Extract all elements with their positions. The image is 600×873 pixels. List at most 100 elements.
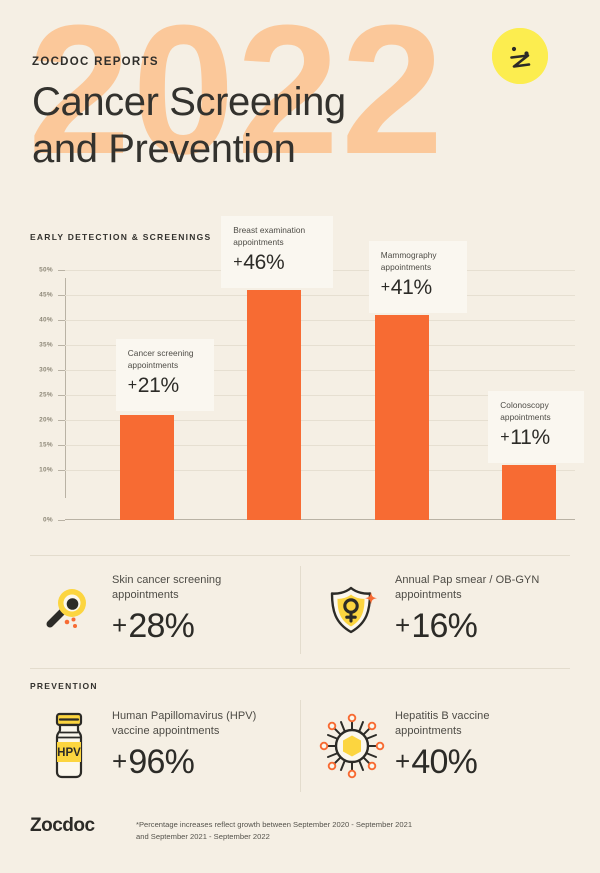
chart-callout-percent: 21% [137, 374, 179, 397]
stat-skin-cancer-screening: Skin cancer screening appointments +28% [30, 566, 292, 654]
y-axis-tick-label: 15% [39, 441, 53, 449]
chart-gridline [65, 370, 575, 371]
y-axis-tick-label: 20% [39, 416, 53, 424]
y-axis-tick-mark [58, 295, 65, 296]
chart-callout: Colonoscopy appointments +11% [488, 391, 585, 463]
stat-value: +28% [112, 607, 221, 647]
stat-label-line1: Annual Pap smear / OB-GYN [395, 574, 540, 586]
stat-value: +16% [395, 607, 539, 647]
chart-bar[interactable] [502, 465, 557, 520]
chart-callout: Cancer screening appointments +21% [115, 339, 214, 411]
stat-label-line2: vaccine appointments [112, 725, 220, 737]
chart-callout-value: +41% [381, 276, 455, 302]
chart-callout-label-line2: appointments [380, 261, 432, 272]
chart-callout-label-line1: Cancer screening [127, 348, 194, 358]
chart-callout-percent: 41% [390, 276, 432, 299]
y-axis-tick-mark [58, 520, 65, 521]
y-axis-tick-mark [58, 320, 65, 321]
section-label-prevention: PREVENTION [30, 681, 98, 691]
chart-callout: Mammography appointments +41% [368, 241, 467, 313]
stat-percent: 96% [128, 743, 195, 781]
x-axis-line [65, 519, 575, 520]
chart-callout-value: +46% [233, 251, 321, 277]
divider-vertical-row2 [300, 700, 301, 792]
stat-plus-sign: + [395, 610, 410, 640]
hpv-vaccine-vial-icon: HPV [30, 708, 108, 784]
stat-label-line2: appointments [395, 589, 462, 601]
chart-callout-label-line1: Mammography [380, 250, 437, 260]
chart-gridline [65, 445, 575, 446]
stat-percent: 16% [411, 607, 478, 645]
y-axis-tick-label: 10% [39, 466, 53, 474]
chart-callout-label-line2: appointments [500, 411, 551, 422]
stat-plus-sign: + [112, 610, 127, 640]
report-kicker: ZOCDOC REPORTS [32, 56, 159, 68]
chart-callout-plus-sign: + [380, 279, 390, 296]
chart-callout-plus-sign: + [127, 377, 137, 394]
stat-label: Skin cancer screening appointments [112, 573, 221, 603]
chart-bar[interactable] [374, 315, 429, 520]
y-axis-tick-label: 50% [39, 266, 53, 274]
chart-bar[interactable] [247, 290, 302, 520]
page-title: Cancer Screening and Prevention [32, 79, 346, 173]
stat-percent: 40% [411, 743, 478, 781]
footer: Zocdoc *Percentage increases reflect gro… [30, 815, 412, 842]
stat-label: Annual Pap smear / OB-GYN appointments [395, 573, 539, 603]
y-axis-tick-mark [58, 420, 65, 421]
chart-bar[interactable] [119, 415, 174, 520]
year-watermark: 2022 [28, 0, 446, 192]
stat-plus-sign: + [395, 746, 410, 776]
zocdoc-logo-icon [492, 28, 548, 84]
y-axis-tick-label: 35% [39, 341, 53, 349]
chart-gridline [65, 345, 575, 346]
stat-label-line2: appointments [395, 725, 462, 737]
divider-vertical-row1 [300, 566, 301, 654]
y-axis-tick-label: 45% [39, 291, 53, 299]
y-axis-tick-mark [58, 445, 65, 446]
footnote-line2: and September 2021 - September 2022 [136, 831, 270, 841]
header: 2022 ZOCDOC REPORTS Cancer Screening and… [0, 0, 600, 200]
page-title-line1: Cancer Screening [32, 80, 346, 124]
stat-body: Human Papillomavirus (HPV) vaccine appoi… [108, 709, 256, 783]
chart-callout-label-line2: appointments [233, 236, 284, 247]
stat-value: +40% [395, 743, 490, 783]
chart-gridline [65, 320, 575, 321]
chart-callout-label-line1: Colonoscopy [500, 400, 549, 410]
y-axis-tick-mark [58, 395, 65, 396]
footnote-line1: *Percentage increases reflect growth bet… [136, 820, 413, 829]
chart-callout-plus-sign: + [233, 254, 243, 271]
header-text-block: ZOCDOC REPORTS Cancer Screening and Prev… [32, 56, 346, 173]
bar-chart: 50% 45% 40% 35% 30% 25% 20% 15% 10% 0% Cancer scre… [30, 216, 585, 542]
chart-callout-label-line2: appointments [127, 359, 179, 370]
y-axis-tick-label: 40% [39, 316, 53, 324]
zocdoc-wordmark: Zocdoc [30, 815, 95, 836]
chart-gridline [65, 295, 575, 296]
stat-body: Skin cancer screening appointments +28% [108, 573, 221, 647]
chart-callout-percent: 11% [510, 426, 550, 449]
stat-label: Human Papillomavirus (HPV) vaccine appoi… [112, 709, 256, 739]
y-axis-line [65, 278, 66, 498]
stat-body: Hepatitis B vaccine appointments +40% [391, 709, 490, 783]
chart-callout-value: +21% [128, 374, 202, 400]
chart-callout: Breast examination appointments +46% [221, 216, 334, 288]
y-axis-tick-label: 0% [43, 516, 53, 524]
chart-callout-value: +11% [500, 426, 572, 452]
stat-plus-sign: + [112, 746, 127, 776]
chart-callout-label: Breast examination appointments [233, 225, 321, 248]
stat-hpv-vaccine: HPV Human Papillomavirus (HPV) vaccine a… [30, 700, 292, 792]
magnifying-glass-mole-icon [30, 578, 108, 642]
chart-plot-area: 50% 45% 40% 35% 30% 25% 20% 15% 10% 0% Cancer scre… [39, 216, 585, 524]
vial-label-text: HPV [57, 747, 81, 759]
page-title-line2: and Prevention [32, 127, 296, 171]
chart-callout-label-line1: Breast examination [233, 225, 306, 235]
stat-label-line2: appointments [112, 589, 179, 601]
chart-callout-label: Cancer screening appointments [128, 348, 202, 371]
chart-callout-label: Mammography appointments [381, 250, 455, 273]
footnote: *Percentage increases reflect growth bet… [136, 815, 412, 842]
stat-hepatitis-b-vaccine: Hepatitis B vaccine appointments +40% [313, 700, 575, 792]
stat-body: Annual Pap smear / OB-GYN appointments +… [391, 573, 539, 647]
y-axis-tick-label: 25% [39, 391, 53, 399]
y-axis-tick-mark [58, 470, 65, 471]
y-axis-tick-label: 30% [39, 366, 53, 374]
chart-callout-plus-sign: + [500, 429, 510, 446]
